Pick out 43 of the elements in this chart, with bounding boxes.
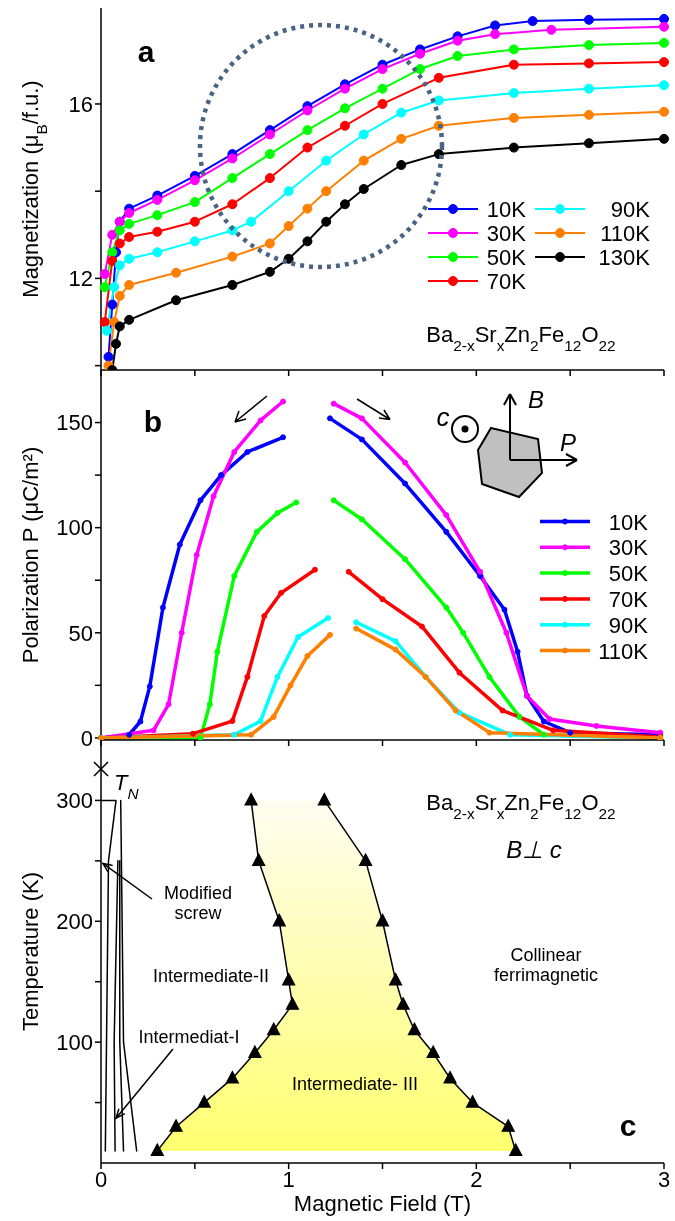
y-tick-label: 150 xyxy=(56,410,93,436)
y-tick-label: 100 xyxy=(56,1029,93,1055)
annotation: B xyxy=(527,386,545,413)
annotation: Intermediat-I xyxy=(138,1027,240,1047)
legend-label: 50K xyxy=(608,561,649,587)
annotation: T$_{N}$ xyxy=(114,770,140,802)
annotation: P xyxy=(559,429,577,456)
annotation: Intermediate-II xyxy=(152,966,270,986)
annotation: Collinear ferrimagnetic xyxy=(493,944,599,986)
annotation: Intermediate- III xyxy=(291,1074,419,1094)
legend-label: 130K xyxy=(598,245,651,270)
legend-label: 10K xyxy=(608,509,649,535)
annotation: b xyxy=(143,405,163,438)
annotation: B⊥ c xyxy=(506,836,562,863)
annotation: a xyxy=(137,35,155,68)
y-tick-label: 16 xyxy=(68,91,93,117)
legend-label: 90K xyxy=(608,612,649,638)
y-tick-label: 0 xyxy=(80,725,93,751)
x-tick-label: 3 xyxy=(657,1166,671,1192)
legend-label: 110K xyxy=(600,221,651,246)
legend-label: 110K xyxy=(598,638,649,664)
annotation: Modified screw xyxy=(163,882,233,924)
legend-label: 30K xyxy=(608,535,649,561)
x-tick-label: 1 xyxy=(282,1166,295,1192)
legend-label: 50K xyxy=(486,245,527,270)
legend-label: 30K xyxy=(486,221,527,246)
legend-label: 70K xyxy=(608,586,649,612)
legend-label: 90K xyxy=(610,197,651,222)
y-tick-label: 100 xyxy=(56,515,93,541)
y-axis-title: Polarization P (μC/m²) xyxy=(18,446,43,664)
legend-label: 10K xyxy=(486,197,527,222)
text: Ba$_{2-x}$Sr$_{x}$Zn$_{2}$Fe$_{12}$O$_{22}$ xyxy=(426,790,616,822)
y-tick-label: 200 xyxy=(56,909,93,935)
y-tick-label: 12 xyxy=(68,266,93,292)
annotation: c xyxy=(436,402,450,432)
x-tick-label: 2 xyxy=(470,1166,483,1192)
y-tick-label: 50 xyxy=(68,620,93,646)
annotation: c xyxy=(619,1109,637,1142)
y-axis-title: Temperature (K) xyxy=(18,872,43,1031)
y-tick-label: 300 xyxy=(56,788,93,814)
text: Ba$_{2-x}$Sr$_{x}$Zn$_{2}$Fe$_{12}$O$_{22}$ xyxy=(426,322,616,354)
x-axis-title: Magnetic Field (T) xyxy=(293,1191,472,1216)
legend-label: 70K xyxy=(486,269,527,294)
